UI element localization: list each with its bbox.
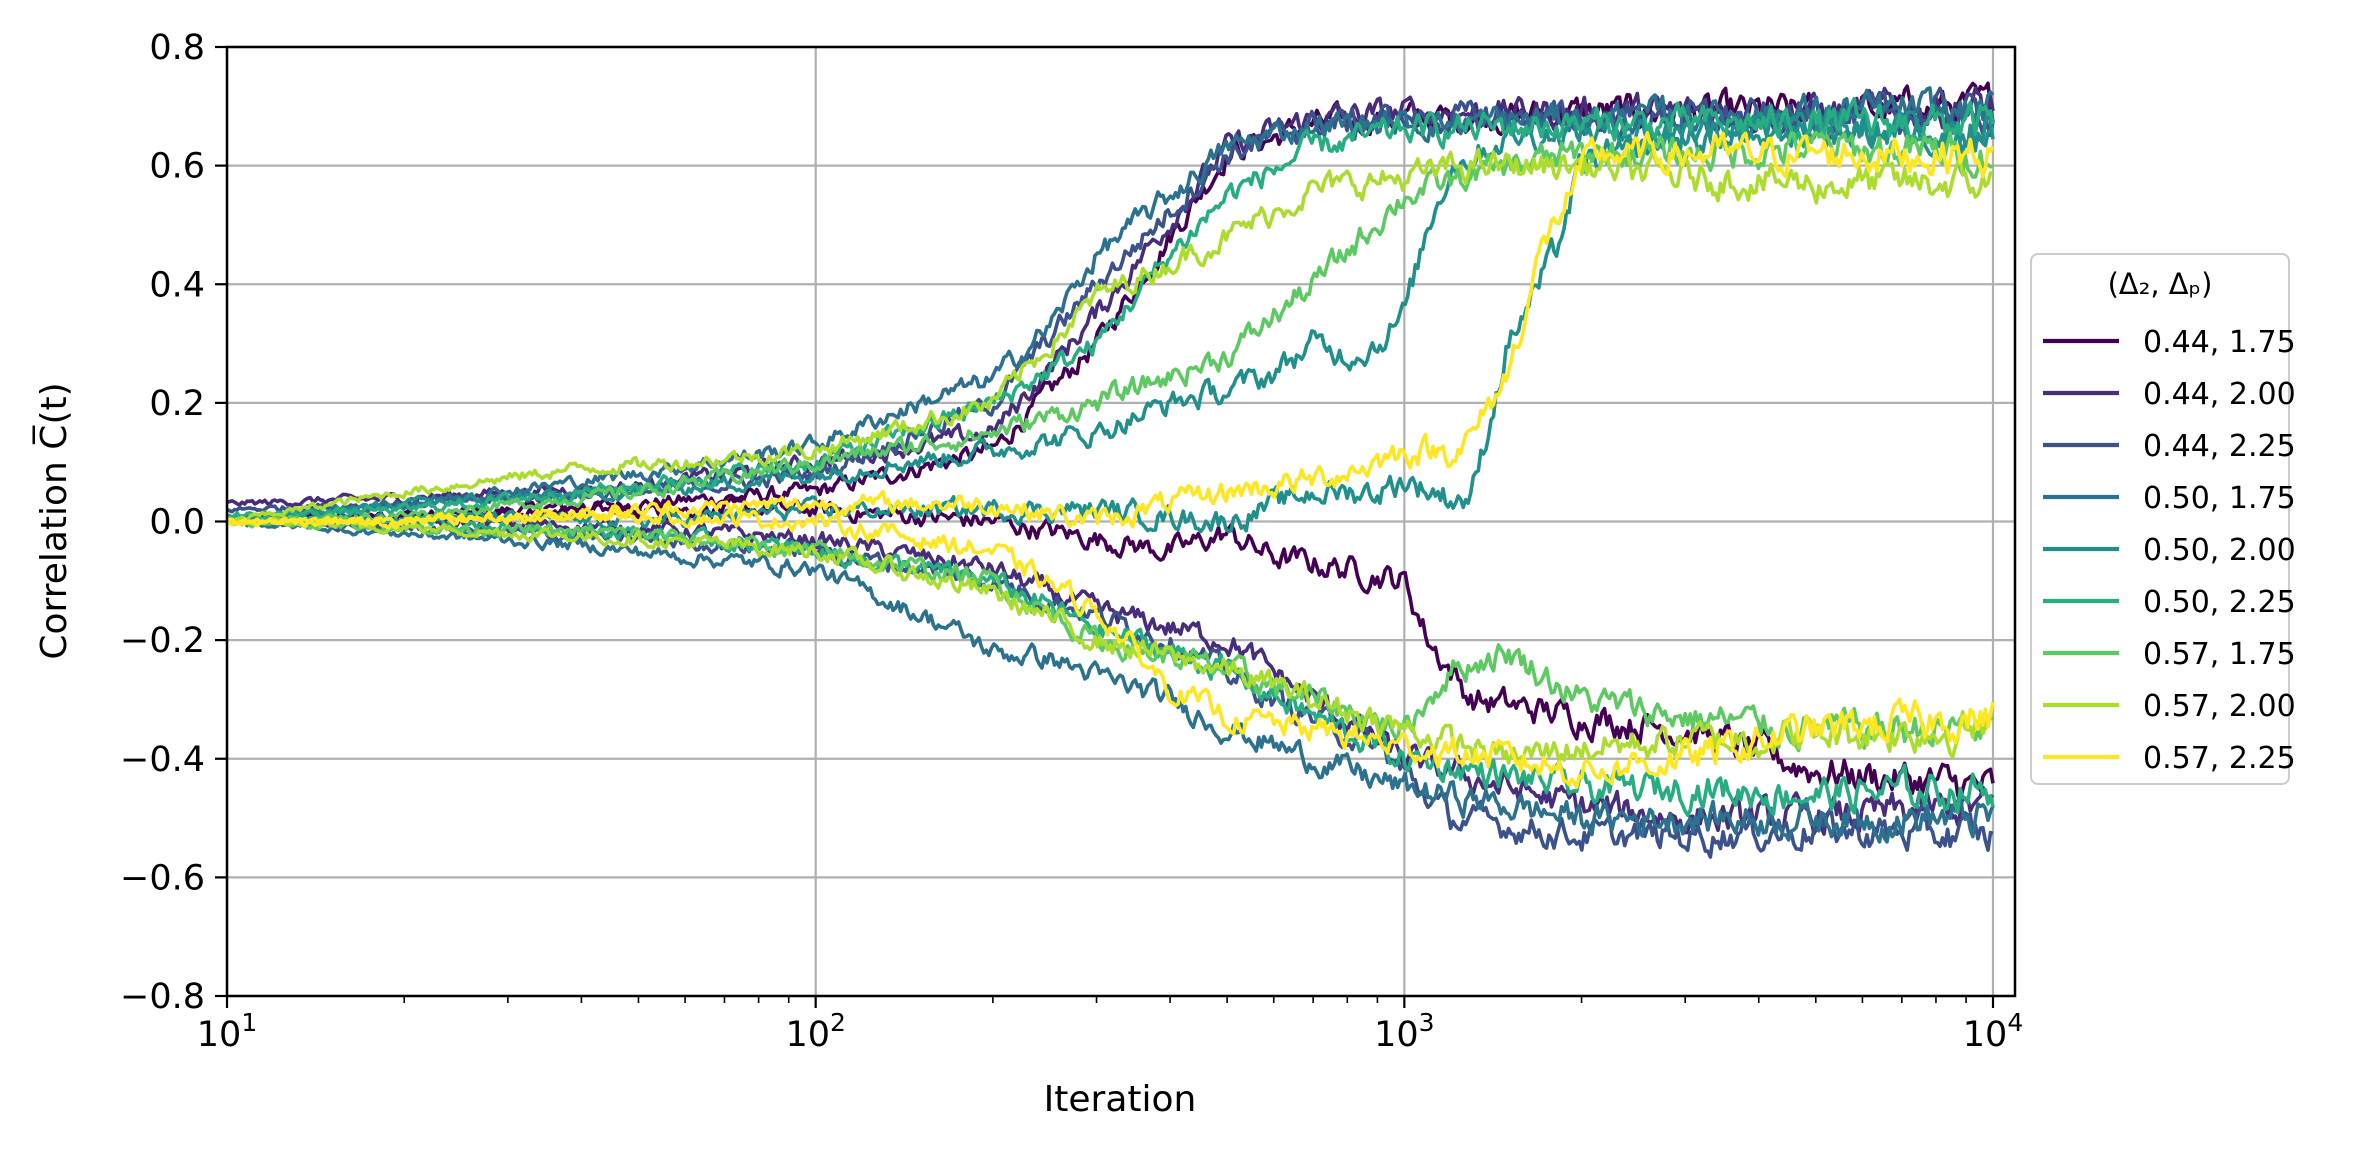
y-tick-label: 0.2 <box>149 384 205 424</box>
series-layer <box>227 81 1995 859</box>
legend-label: 0.50, 2.25 <box>2143 585 2296 620</box>
x-tick-label: 102 <box>785 1008 845 1055</box>
series-line <box>227 506 1995 790</box>
y-tick-label: 0.8 <box>149 28 205 68</box>
legend-label: 0.44, 2.00 <box>2143 377 2296 412</box>
y-axis-label: Correlation C̅(t) <box>32 382 75 659</box>
x-axis: 101 102 103 104 <box>197 996 2023 1055</box>
y-tick-label: −0.2 <box>120 621 205 661</box>
x-tick-label: 101 <box>197 1008 257 1055</box>
legend-label: 0.57, 2.00 <box>2143 689 2296 724</box>
legend: (Δ₂, Δₚ) 0.44, 1.75 0.44, 2.00 0.44, 2.25 0.… <box>2030 253 2296 785</box>
legend-label: 0.44, 2.25 <box>2143 429 2296 464</box>
legend-label: 0.57, 1.75 <box>2143 637 2296 672</box>
y-tick-label: −0.4 <box>120 740 205 780</box>
y-tick-label: −0.6 <box>120 858 205 898</box>
x-tick-label: 103 <box>1374 1008 1434 1055</box>
x-tick-label: 104 <box>1963 1008 2023 1055</box>
y-tick-label: 0.4 <box>149 265 205 305</box>
y-axis: −0.8 −0.6 −0.4 −0.2 0.0 0.2 0.4 0.6 0.8 <box>120 28 227 1017</box>
series-line <box>227 517 1995 753</box>
series-line <box>227 147 1994 524</box>
series-line <box>227 517 1995 844</box>
series-line <box>227 130 1994 527</box>
y-tick-label: −0.8 <box>120 977 205 1017</box>
legend-label: 0.57, 2.25 <box>2143 741 2296 776</box>
series-line <box>227 516 1995 769</box>
y-tick-label: 0.0 <box>149 503 205 543</box>
legend-label: 0.44, 1.75 <box>2143 325 2296 360</box>
legend-label: 0.50, 2.00 <box>2143 533 2296 568</box>
legend-label: 0.50, 1.75 <box>2143 481 2296 516</box>
legend-title: (Δ₂, Δₚ) <box>2108 267 2213 301</box>
x-axis-label: Iteration <box>1044 1079 1197 1120</box>
series-line <box>227 96 1995 520</box>
y-tick-label: 0.6 <box>149 147 205 187</box>
